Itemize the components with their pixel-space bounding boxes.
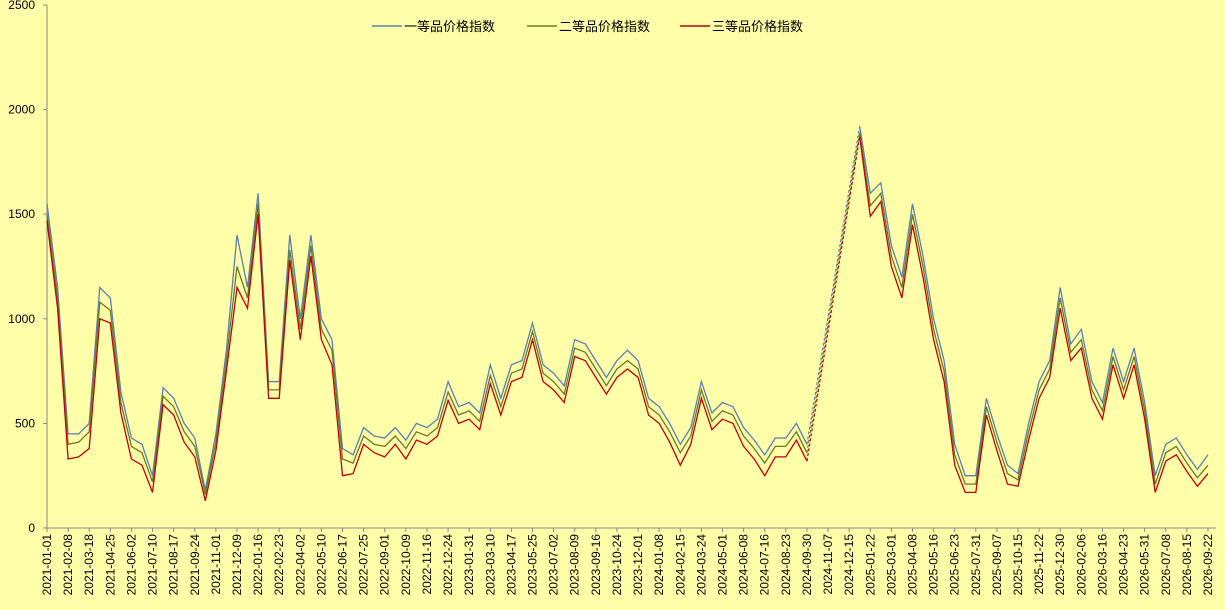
x-tick-label: 2022-05-10 xyxy=(314,534,328,596)
x-tick-label: 2023-05-25 xyxy=(526,534,540,596)
x-tick-label: 2021-08-17 xyxy=(167,534,181,596)
x-tick-label: 2023-12-01 xyxy=(631,534,645,596)
x-tick-label: 2021-12-09 xyxy=(230,534,244,596)
x-tick-label: 2024-08-23 xyxy=(779,534,793,596)
x-tick-label: 2026-03-16 xyxy=(1095,534,1109,596)
x-tick-label: 2025-12-30 xyxy=(1053,534,1067,596)
x-tick-label: 2022-04-02 xyxy=(293,534,307,596)
y-tick-label: 500 xyxy=(15,416,35,430)
x-tick-label: 2023-03-10 xyxy=(483,534,497,596)
x-tick-label: 2022-07-25 xyxy=(357,534,371,596)
x-tick-label: 2026-07-08 xyxy=(1159,534,1173,596)
x-tick-label: 2024-03-24 xyxy=(694,534,708,596)
x-tick-label: 2026-08-15 xyxy=(1180,534,1194,596)
y-tick-label: 2000 xyxy=(8,103,35,117)
x-tick-label: 2026-05-31 xyxy=(1138,534,1152,596)
x-tick-label: 2025-05-16 xyxy=(927,534,941,596)
x-tick-label: 2026-09-22 xyxy=(1201,534,1215,596)
x-tick-label: 2023-04-17 xyxy=(504,534,518,596)
x-tick-label: 2021-01-01 xyxy=(40,534,54,596)
x-tick-label: 2026-04-23 xyxy=(1117,534,1131,596)
x-tick-label: 2023-08-09 xyxy=(568,534,582,596)
x-tick-label: 2023-07-02 xyxy=(547,534,561,596)
x-tick-label: 2025-07-31 xyxy=(969,534,983,596)
x-tick-label: 2025-06-23 xyxy=(948,534,962,596)
x-tick-label: 2023-09-16 xyxy=(589,534,603,596)
x-tick-label: 2022-11-16 xyxy=(420,534,434,595)
y-tick-label: 1500 xyxy=(8,207,35,221)
x-tick-label: 2022-02-23 xyxy=(272,534,286,596)
x-tick-label: 2024-11-07 xyxy=(821,534,835,595)
x-tick-label: 2024-01-08 xyxy=(652,534,666,596)
x-tick-label: 2025-11-22 xyxy=(1032,534,1046,595)
y-tick-label: 1000 xyxy=(8,312,35,326)
legend-label: 二等品价格指数 xyxy=(559,19,650,34)
x-tick-label: 2024-05-01 xyxy=(715,534,729,596)
series-line xyxy=(46,136,1209,501)
x-tick-label: 2021-06-02 xyxy=(124,534,138,596)
x-tick-label: 2022-10-09 xyxy=(399,534,413,596)
x-tick-label: 2021-04-25 xyxy=(103,534,117,596)
x-tick-label: 2025-04-08 xyxy=(905,534,919,596)
x-tick-label: 2023-01-31 xyxy=(462,534,476,596)
x-tick-label: 2021-09-24 xyxy=(188,534,202,596)
x-tick-label: 2023-10-24 xyxy=(610,534,624,596)
x-tick-label: 2021-11-01 xyxy=(209,534,223,595)
x-tick-label: 2024-09-30 xyxy=(800,534,814,596)
x-tick-label: 2024-07-16 xyxy=(758,534,772,596)
x-tick-label: 2024-02-15 xyxy=(673,534,687,596)
y-tick-label: 2500 xyxy=(8,0,35,12)
x-tick-label: 2022-01-16 xyxy=(251,534,265,596)
legend-label: 一等品价格指数 xyxy=(404,19,495,34)
x-tick-label: 2025-03-01 xyxy=(884,534,898,596)
x-tick-label: 2026-02-06 xyxy=(1074,534,1088,596)
x-tick-label: 2022-12-24 xyxy=(441,534,455,596)
series-line xyxy=(46,132,1209,495)
gap-connector xyxy=(806,126,861,445)
x-tick-label: 2025-09-07 xyxy=(990,534,1004,596)
y-tick-label: 0 xyxy=(28,521,35,535)
x-tick-label: 2021-07-10 xyxy=(146,534,160,596)
x-tick-label: 2025-01-22 xyxy=(863,534,877,596)
x-tick-label: 2021-02-08 xyxy=(61,534,75,596)
x-tick-label: 2022-09-01 xyxy=(378,534,392,596)
x-tick-label: 2025-10-15 xyxy=(1011,534,1025,596)
x-tick-label: 2024-06-08 xyxy=(737,534,751,596)
series-line xyxy=(46,126,1209,491)
gap-connector xyxy=(806,132,861,453)
legend-label: 三等品价格指数 xyxy=(712,19,803,34)
x-tick-label: 2021-03-18 xyxy=(82,534,96,596)
x-tick-label: 2022-06-17 xyxy=(336,534,350,596)
x-tick-label: 2024-12-15 xyxy=(842,534,856,596)
